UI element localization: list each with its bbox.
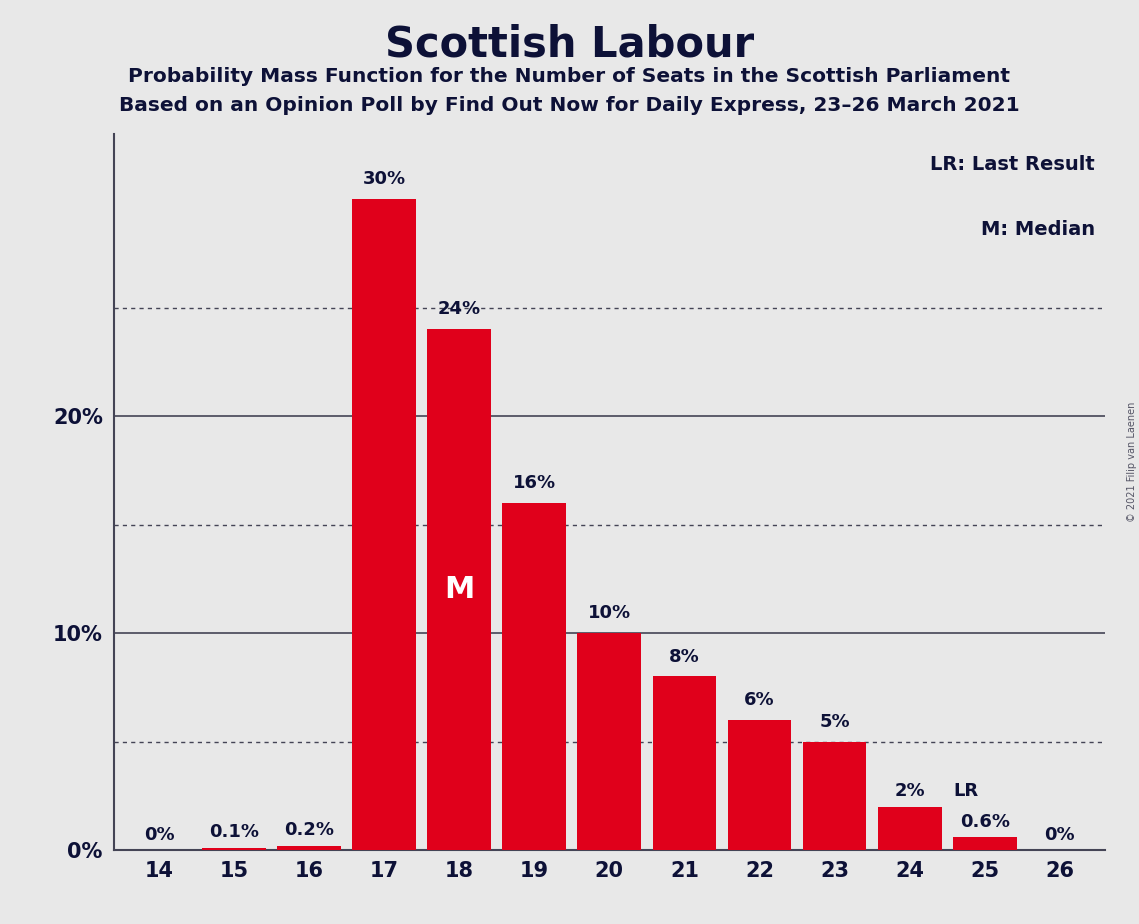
Text: 0%: 0%	[1044, 825, 1075, 844]
Bar	[202, 848, 265, 850]
Text: 6%: 6%	[744, 691, 775, 709]
Bar	[577, 633, 641, 850]
Text: 16%: 16%	[513, 474, 556, 492]
Text: 0.2%: 0.2%	[284, 821, 334, 839]
Text: 24%: 24%	[437, 300, 481, 319]
Text: 0%: 0%	[144, 825, 174, 844]
Text: LR: Last Result: LR: Last Result	[931, 155, 1095, 175]
Text: LR: LR	[953, 783, 978, 800]
Text: 2%: 2%	[894, 783, 925, 800]
Text: 10%: 10%	[588, 604, 631, 622]
Text: 5%: 5%	[819, 712, 850, 731]
Bar	[803, 742, 867, 850]
Text: 0.6%: 0.6%	[960, 812, 1009, 831]
Text: Scottish Labour: Scottish Labour	[385, 23, 754, 65]
Text: 30%: 30%	[362, 170, 405, 188]
Bar	[277, 845, 341, 850]
Bar	[953, 837, 1017, 850]
Bar	[878, 807, 942, 850]
Bar	[728, 720, 792, 850]
Text: Based on an Opinion Poll by Find Out Now for Daily Express, 23–26 March 2021: Based on an Opinion Poll by Find Out Now…	[120, 96, 1019, 116]
Bar	[427, 329, 491, 850]
Text: M: Median: M: Median	[981, 220, 1095, 239]
Text: 8%: 8%	[669, 648, 699, 665]
Text: © 2021 Filip van Laenen: © 2021 Filip van Laenen	[1126, 402, 1137, 522]
Bar	[502, 503, 566, 850]
Text: Probability Mass Function for the Number of Seats in the Scottish Parliament: Probability Mass Function for the Number…	[129, 67, 1010, 86]
Bar	[653, 676, 716, 850]
Bar	[352, 199, 416, 850]
Text: M: M	[444, 575, 475, 604]
Text: 0.1%: 0.1%	[210, 823, 259, 842]
